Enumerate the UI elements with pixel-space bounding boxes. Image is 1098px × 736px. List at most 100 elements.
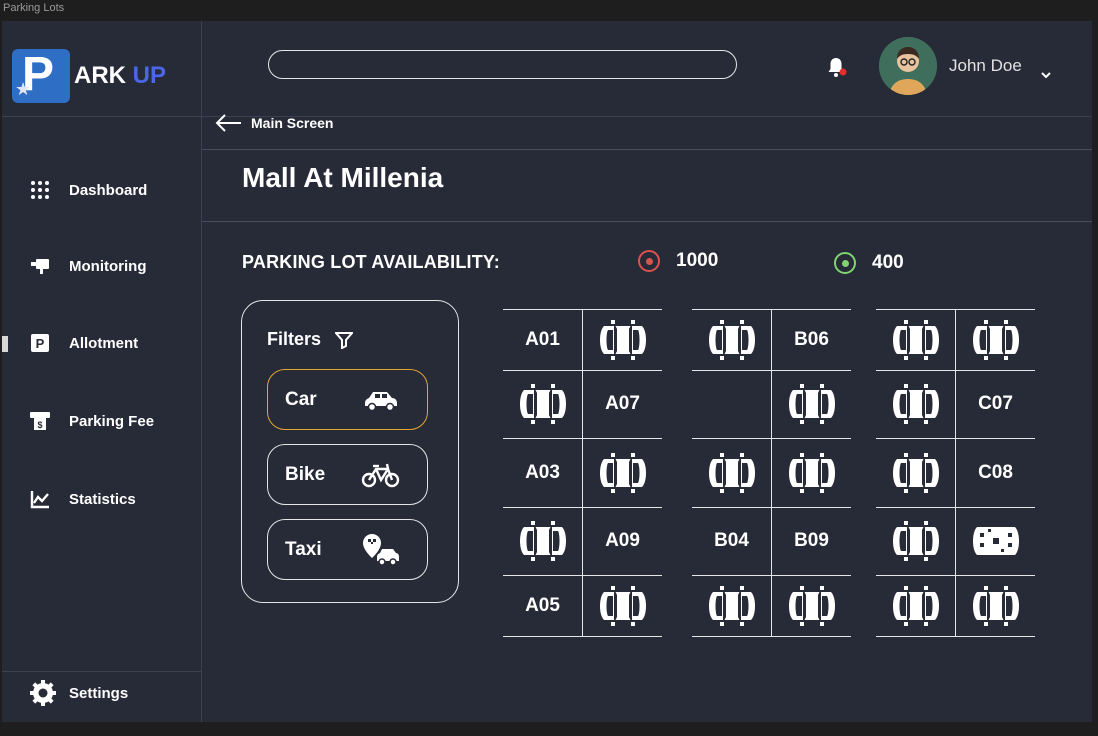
parking-spot-free[interactable]: A07 bbox=[605, 393, 640, 414]
star-icon: ★ bbox=[15, 79, 32, 99]
divider bbox=[2, 671, 202, 672]
parking-spot-occupied[interactable] bbox=[583, 309, 662, 370]
parking-spot-occupied[interactable] bbox=[772, 575, 851, 637]
parking-spot-free[interactable]: C07 bbox=[978, 393, 1013, 414]
free-count: 400 bbox=[834, 252, 904, 274]
car-icon bbox=[972, 586, 1019, 626]
sidebar-item-label: Allotment bbox=[69, 334, 139, 352]
page-title: Mall At Millenia bbox=[242, 162, 444, 193]
parking-spot-free[interactable]: A03 bbox=[525, 461, 560, 483]
parking-spot-occupied[interactable] bbox=[692, 575, 771, 637]
parking-spot-free[interactable]: A05 bbox=[525, 595, 560, 616]
parking-spot-free[interactable]: A09 bbox=[605, 530, 640, 551]
car-icon bbox=[788, 384, 835, 424]
parking-spot-free[interactable]: B06 bbox=[794, 328, 829, 350]
car-icon bbox=[519, 521, 566, 561]
car-icon bbox=[788, 586, 835, 626]
username[interactable]: John Doe bbox=[949, 56, 1022, 75]
parking-spot-occupied[interactable] bbox=[692, 438, 771, 507]
divider bbox=[202, 221, 1092, 222]
sidebar-item-label: Statistics bbox=[69, 490, 136, 508]
logo-icon: P ★ bbox=[12, 49, 70, 103]
car-icon bbox=[708, 319, 755, 360]
sidebar-item-dashboard[interactable]: Dashboard bbox=[29, 179, 147, 201]
sidebar-item-statistics[interactable]: Statistics bbox=[29, 488, 136, 510]
window-title: Parking Lots bbox=[3, 2, 65, 14]
parking-spot-occupied[interactable] bbox=[956, 575, 1035, 637]
chevron-down-icon[interactable] bbox=[1040, 66, 1052, 84]
parking-spot-occupied[interactable] bbox=[692, 309, 771, 370]
lot-divider bbox=[955, 309, 956, 637]
divider bbox=[202, 149, 1092, 150]
parking-spot-occupied[interactable] bbox=[583, 575, 662, 637]
availability-label: PARKING LOT AVAILABILITY: bbox=[242, 252, 500, 272]
lot-divider bbox=[771, 309, 772, 637]
car-icon bbox=[892, 384, 939, 424]
sidebar-item-allotment[interactable]: P Allotment bbox=[29, 332, 138, 354]
taxi-icon bbox=[363, 533, 399, 566]
parking-spot-free[interactable]: A01 bbox=[525, 328, 560, 350]
parking-spot-free[interactable]: B09 bbox=[794, 530, 829, 551]
parking-spot-free[interactable]: B04 bbox=[714, 530, 749, 551]
parking-spot-occupied[interactable] bbox=[503, 370, 582, 438]
parking-spot-empty[interactable] bbox=[692, 370, 771, 438]
sidebar-item-parking-fee[interactable]: $ Parking Fee bbox=[29, 410, 154, 432]
car-icon bbox=[599, 319, 646, 360]
settings-button[interactable]: Settings bbox=[29, 679, 128, 707]
logo-text: ARK UP bbox=[74, 62, 167, 89]
filter-bike-button[interactable]: Bike bbox=[267, 444, 428, 505]
sidebar-item-label: Monitoring bbox=[69, 257, 147, 275]
car-icon bbox=[892, 586, 939, 626]
divider bbox=[2, 116, 202, 117]
car-icon bbox=[972, 319, 1019, 360]
car-icon bbox=[892, 452, 939, 493]
parking-spot-occupied[interactable] bbox=[583, 438, 662, 507]
search-input[interactable] bbox=[268, 50, 737, 79]
back-link[interactable]: Main Screen bbox=[215, 114, 333, 132]
car-icon bbox=[708, 586, 755, 626]
lot-divider bbox=[582, 309, 583, 637]
car-icon bbox=[519, 384, 566, 424]
gear-icon bbox=[29, 679, 57, 707]
parking-spot-occupied[interactable] bbox=[772, 370, 851, 438]
car-icon bbox=[892, 319, 939, 360]
notification-bell-icon[interactable] bbox=[826, 56, 848, 83]
fee-icon: $ bbox=[29, 410, 51, 432]
lot-block-a: A01 A07 A03 A09 A05 bbox=[503, 309, 662, 637]
parking-spot-occupied[interactable] bbox=[956, 309, 1035, 370]
filter-taxi-button[interactable]: Taxi bbox=[267, 519, 428, 580]
avatar[interactable] bbox=[879, 37, 937, 95]
parking-spot-occupied[interactable] bbox=[876, 309, 955, 370]
occupied-count: 1000 bbox=[638, 250, 718, 272]
grid-icon bbox=[29, 179, 51, 201]
parking-spot-occupied[interactable] bbox=[772, 438, 851, 507]
filters-panel: Filters Car Bike Taxi bbox=[241, 300, 459, 603]
sidebar: P ★ ARK UP Dashboard Monitoring P bbox=[2, 21, 202, 722]
parking-spot-occupied[interactable] bbox=[876, 507, 955, 575]
logo[interactable]: P ★ ARK UP bbox=[12, 49, 166, 103]
lot-block-c: C07 C08 bbox=[876, 309, 1035, 637]
occupied-status-icon bbox=[638, 250, 660, 272]
parking-spot-occupied[interactable] bbox=[956, 507, 1035, 575]
parking-spot-occupied[interactable] bbox=[876, 370, 955, 438]
parking-spot-free[interactable]: C08 bbox=[978, 461, 1013, 483]
arrow-left-icon bbox=[215, 114, 241, 132]
bicycle-icon bbox=[361, 463, 400, 487]
filter-icon[interactable] bbox=[335, 331, 354, 349]
car-icon bbox=[708, 452, 755, 493]
sidebar-item-monitoring[interactable]: Monitoring bbox=[29, 255, 146, 277]
parking-spot-occupied[interactable] bbox=[503, 507, 582, 575]
filters-header: Filters bbox=[267, 329, 354, 350]
divider bbox=[202, 116, 1092, 117]
parking-spot-occupied[interactable] bbox=[876, 438, 955, 507]
svg-text:$: $ bbox=[37, 420, 42, 430]
svg-text:P: P bbox=[36, 336, 45, 351]
taxi-icon bbox=[972, 527, 1019, 555]
parking-spot-occupied[interactable] bbox=[876, 575, 955, 637]
sidebar-item-label: Dashboard bbox=[69, 181, 148, 199]
filter-car-button[interactable]: Car bbox=[267, 369, 428, 430]
back-label: Main Screen bbox=[251, 115, 334, 131]
monitor-icon bbox=[29, 255, 51, 277]
car-icon bbox=[599, 452, 646, 493]
car-icon bbox=[599, 586, 646, 626]
